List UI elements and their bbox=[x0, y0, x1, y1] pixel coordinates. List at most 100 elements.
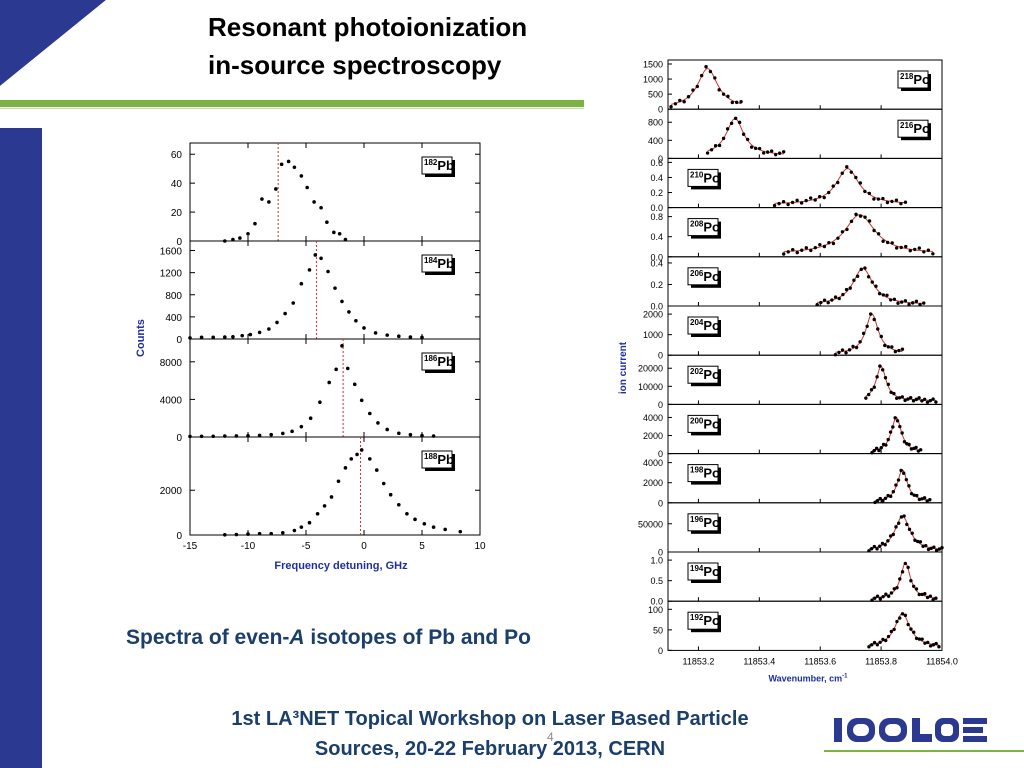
isotope-mass: 188 bbox=[424, 452, 438, 461]
po-data-point bbox=[902, 439, 907, 444]
pb-ytick-label: 40 bbox=[171, 179, 183, 190]
po-data-point bbox=[940, 545, 944, 550]
label-box bbox=[687, 513, 719, 532]
po-data-point bbox=[905, 522, 909, 527]
pb-ytick-label: 800 bbox=[165, 291, 182, 302]
logo-e-bot bbox=[963, 736, 987, 742]
po-ytick-label: 4000 bbox=[643, 458, 663, 468]
po-data-point bbox=[875, 375, 879, 379]
pb-data-point bbox=[231, 334, 235, 339]
pb-data-point bbox=[319, 205, 323, 210]
pb-spectra-chart: 0204060182Pb040080012001600184Pb04000800… bbox=[135, 142, 486, 572]
po-data-point bbox=[900, 347, 905, 351]
po-data-point bbox=[890, 199, 894, 204]
po-data-point bbox=[896, 301, 900, 305]
po-data-point bbox=[888, 298, 893, 302]
po-data-point bbox=[769, 149, 774, 153]
po-data-point bbox=[920, 592, 924, 597]
isotope-label: 198Po bbox=[690, 466, 720, 481]
pb-data-point bbox=[334, 367, 338, 372]
pb-ytick-label: 0 bbox=[176, 433, 182, 444]
po-data-point bbox=[890, 345, 894, 349]
pb-data-point bbox=[354, 318, 358, 323]
isotope-element: Pb bbox=[437, 158, 454, 173]
po-data-point bbox=[931, 397, 935, 401]
po-data-point bbox=[869, 388, 874, 392]
isotope-label: 218Po bbox=[900, 72, 930, 87]
pb-data-point bbox=[318, 400, 322, 405]
po-data-point bbox=[934, 400, 938, 404]
po-data-point bbox=[876, 327, 880, 331]
label-box bbox=[421, 254, 453, 273]
header-green-rule bbox=[0, 100, 584, 107]
po-isotope-label: 218Po bbox=[897, 70, 931, 91]
po-data-point bbox=[881, 293, 886, 297]
po-data-point bbox=[909, 579, 913, 583]
po-panel-frame bbox=[667, 600, 943, 651]
po-data-point bbox=[892, 391, 896, 396]
po-data-point bbox=[826, 300, 830, 305]
po-data-point bbox=[699, 73, 704, 78]
po-data-point bbox=[872, 385, 876, 389]
po-data-point bbox=[795, 250, 799, 255]
po-data-point bbox=[886, 634, 891, 639]
isotope-mass: 192 bbox=[690, 613, 704, 622]
pb-ytick-label: 0 bbox=[176, 531, 182, 542]
po-ytick-label: 0.5 bbox=[650, 576, 663, 586]
po-data-point bbox=[886, 539, 890, 543]
po-ytick-label: 0 bbox=[658, 646, 663, 656]
po-ytick-label: 0 bbox=[658, 154, 663, 164]
po-data-point bbox=[781, 150, 786, 154]
pb-data-point bbox=[397, 334, 401, 339]
label-box bbox=[687, 611, 719, 630]
po-data-point bbox=[908, 248, 912, 253]
pb-data-point bbox=[325, 220, 329, 224]
isotope-element: Po bbox=[703, 220, 720, 235]
po-data-point bbox=[895, 585, 899, 590]
pb-data-point bbox=[422, 522, 427, 526]
po-data-point bbox=[878, 496, 882, 501]
po-data-point bbox=[892, 587, 896, 591]
po-data-point bbox=[906, 397, 910, 401]
po-data-point bbox=[840, 230, 845, 234]
po-xtick-label: 11853.2 bbox=[683, 656, 715, 666]
po-data-point bbox=[870, 280, 874, 284]
po-data-point bbox=[717, 143, 722, 148]
po-data-point bbox=[872, 640, 877, 645]
po-data-point bbox=[877, 291, 882, 296]
po-data-point bbox=[925, 595, 930, 600]
po-data-point bbox=[813, 198, 817, 202]
po-data-point bbox=[791, 247, 795, 252]
po-data-point bbox=[894, 525, 898, 529]
po-data-point bbox=[904, 244, 908, 249]
po-data-point bbox=[920, 637, 924, 641]
isotope-element: Po bbox=[703, 367, 720, 382]
po-data-point bbox=[928, 498, 932, 502]
po-data-point bbox=[931, 643, 936, 647]
po-ytick-label: 800 bbox=[648, 118, 663, 128]
po-data-point bbox=[907, 527, 912, 532]
pb-data-point bbox=[385, 427, 390, 432]
pb-data-point bbox=[362, 326, 366, 330]
pb-isotope-label: 184Pb bbox=[421, 254, 455, 275]
isotope-label: 196Po bbox=[690, 515, 720, 530]
po-data-point bbox=[745, 137, 750, 142]
figure-caption: Spectra of even-A isotopes of Pb and Po bbox=[126, 626, 531, 650]
pb-data-point bbox=[308, 416, 313, 421]
po-data-point bbox=[879, 334, 883, 339]
pb-data-point bbox=[408, 335, 413, 339]
po-data-point bbox=[844, 287, 849, 292]
po-data-point bbox=[899, 300, 904, 304]
po-data-point bbox=[885, 240, 890, 245]
po-data-point bbox=[910, 531, 914, 535]
pb-data-point bbox=[299, 424, 304, 429]
po-isotope-label: 196Po bbox=[687, 513, 721, 534]
po-isotope-label: 192Po bbox=[687, 611, 721, 633]
po-data-point bbox=[884, 443, 888, 447]
po-data-point bbox=[886, 437, 890, 442]
po-data-point bbox=[867, 191, 872, 196]
isotope-element: Pb bbox=[437, 354, 454, 369]
po-ytick-label: 100 bbox=[648, 605, 663, 615]
